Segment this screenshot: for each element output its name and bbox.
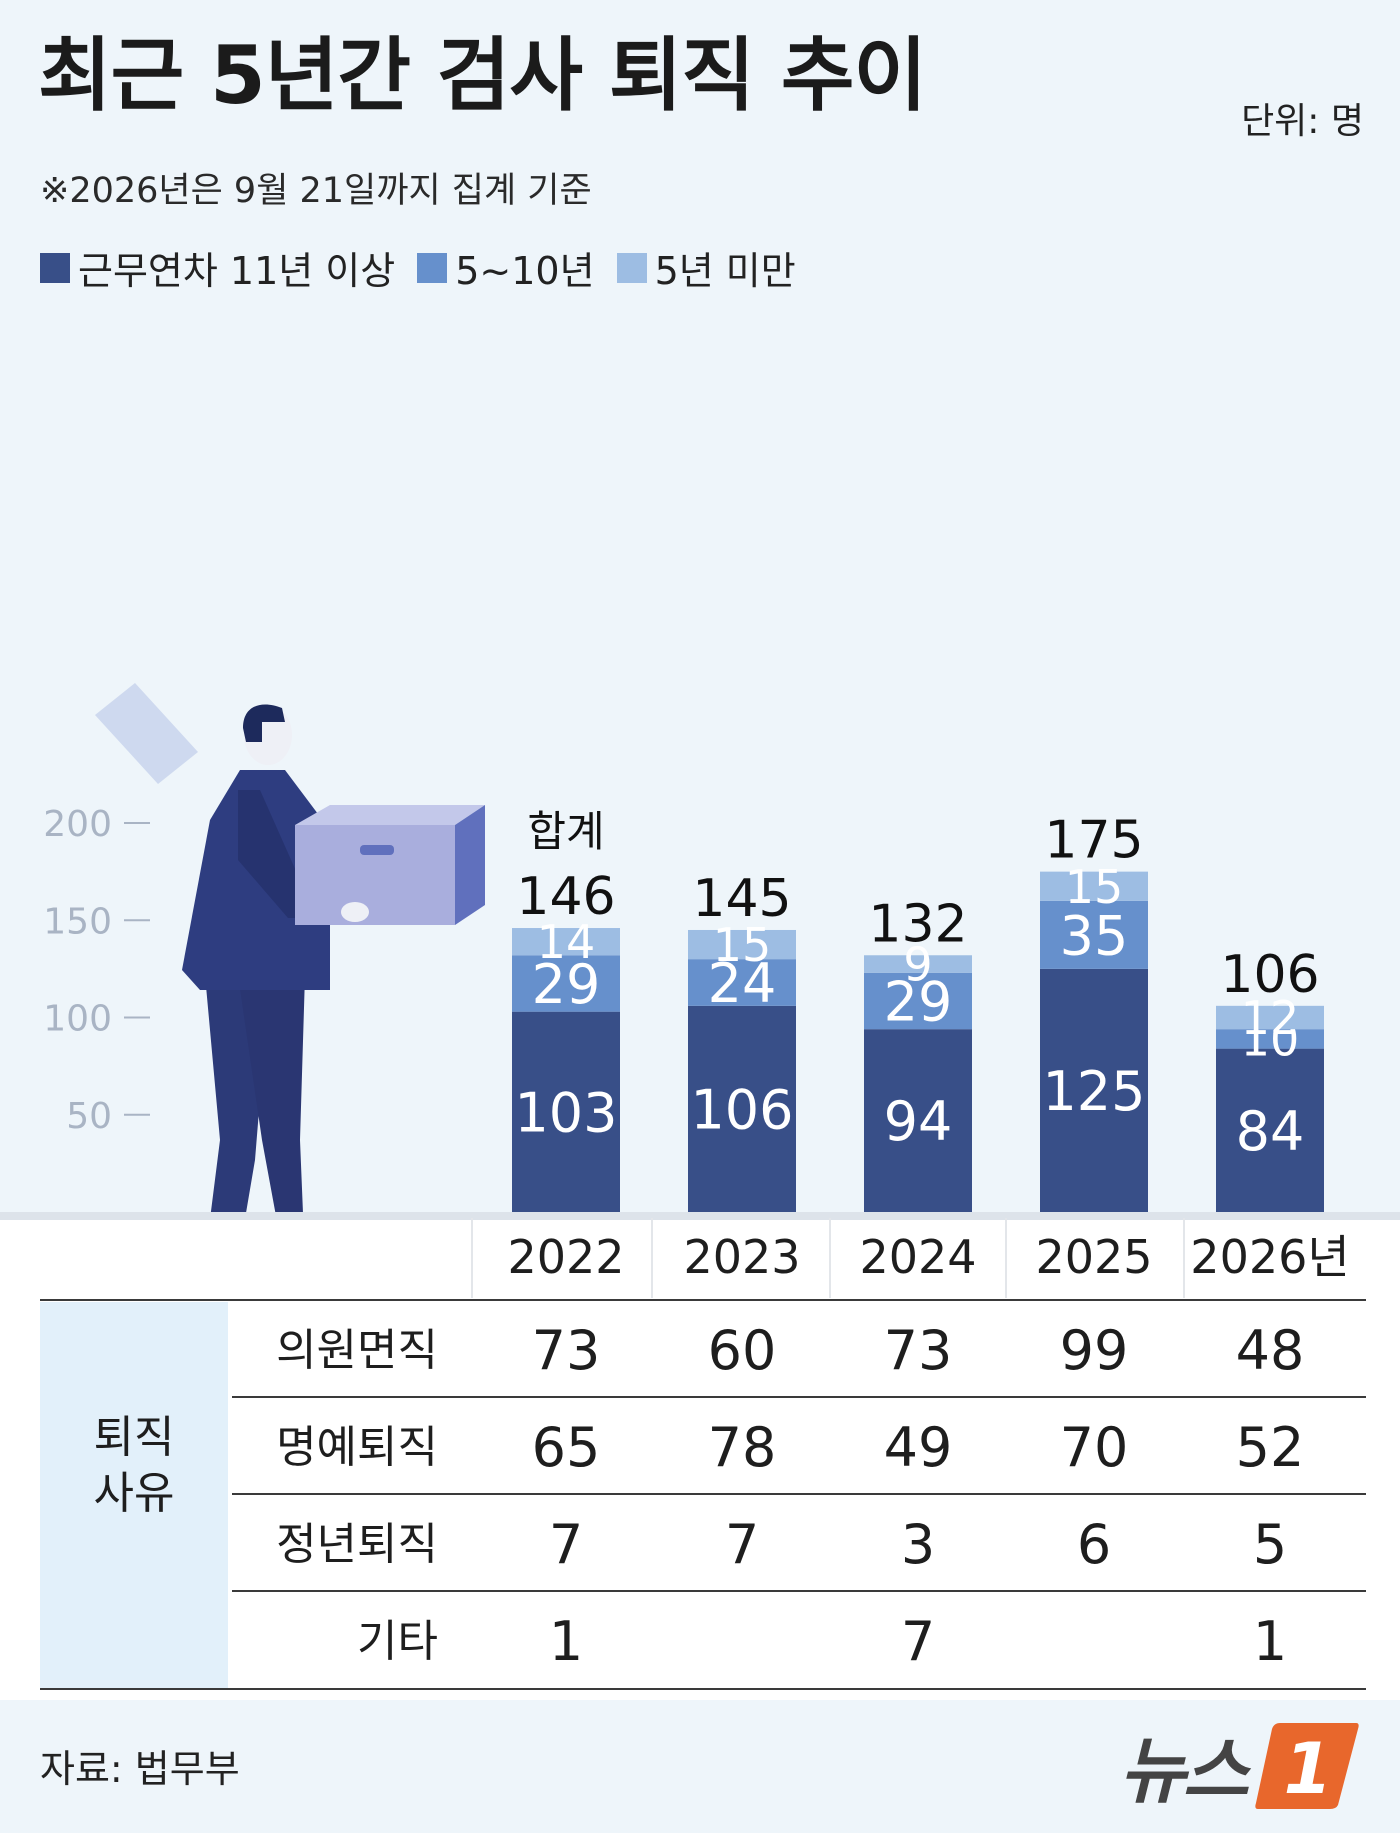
table-row-label: 의원면직 [276, 1325, 438, 1376]
table-cell-value: 6 [1077, 1513, 1111, 1576]
legend-swatch-senior [40, 252, 70, 283]
bar-segment [864, 955, 972, 973]
legend-swatch-junior [616, 252, 647, 283]
y-tick-label: 50 [66, 1096, 112, 1137]
table-row-label: 정년퇴직 [276, 1519, 438, 1570]
segment-value-label: 29 [532, 953, 601, 1016]
legend-label-mid: 5~10년 [455, 249, 595, 293]
table-cell-value: 78 [708, 1416, 777, 1479]
source-label: 자료: 법무부 [40, 1747, 240, 1791]
segment-value-label: 15 [1065, 860, 1124, 914]
segment-value-label: 84 [1236, 1100, 1305, 1163]
logo-mark-icon: 1 [1255, 1722, 1359, 1810]
total-value-label: 106 [1220, 945, 1319, 1005]
legend-label-junior: 5년 미만 [654, 249, 796, 293]
legend-item-senior: 근무연차 11년 이상 [40, 240, 395, 295]
legend-item-junior: 5년 미만 [616, 240, 796, 295]
logo-mark-text: 1 [1284, 1728, 1333, 1810]
table-cell-value: 49 [884, 1416, 953, 1479]
legend-label-senior: 근무연차 11년 이상 [78, 249, 396, 293]
segment-value-label: 106 [690, 1078, 793, 1141]
bar-segment [1040, 871, 1148, 901]
bar-segment [512, 928, 620, 956]
segment-value-label: 103 [514, 1081, 617, 1144]
table-cell-value: 73 [532, 1319, 601, 1382]
bar-segment [688, 929, 796, 960]
table-row-label: 명예퇴직 [276, 1422, 438, 1473]
table-cell-value: 7 [549, 1513, 583, 1576]
segment-value-label: 94 [884, 1090, 953, 1153]
bar-segment [688, 959, 796, 1006]
segment-value-label: 14 [537, 915, 596, 969]
legend: 근무연차 11년 이상 5~10년 5년 미만 [40, 240, 796, 295]
table-cell-value: 5 [1253, 1513, 1287, 1576]
y-tick-label: 200 [43, 804, 112, 845]
table-group-label: 퇴직 [94, 1412, 175, 1463]
bar-segment [1216, 1048, 1324, 1212]
footnote: ※2026년은 9월 21일까지 집계 기준 [40, 171, 592, 211]
year-header-label: 2023 [683, 1230, 800, 1284]
table-cell-value: 7 [725, 1513, 759, 1576]
chart-title: 최근 5년간 검사 퇴직 추이 [38, 29, 927, 122]
table-cell-value: 52 [1236, 1416, 1305, 1479]
bar-segment [688, 1005, 796, 1212]
legend-item-mid: 5~10년 [417, 240, 595, 295]
bar-segment [1040, 900, 1148, 969]
total-value-label: 175 [1044, 811, 1143, 871]
segment-value-label: 125 [1042, 1060, 1145, 1123]
table-cell-value: 48 [1236, 1319, 1305, 1382]
total-value-label: 132 [868, 894, 967, 954]
bar-segment [864, 1029, 972, 1212]
table-cell-value: 3 [901, 1513, 935, 1576]
segment-value-label: 12 [1241, 991, 1300, 1045]
y-tick-label: 100 [43, 999, 112, 1040]
total-heading-label: 합계 [527, 807, 604, 856]
y-tick-label: 150 [43, 901, 112, 942]
year-header-label: 2026년 [1190, 1230, 1349, 1284]
table-cell-value: 7 [901, 1610, 935, 1673]
year-header-label: 2022 [507, 1230, 624, 1284]
man-carrying-box-illustration [95, 683, 485, 1278]
table-cell-value: 99 [1060, 1319, 1129, 1382]
baseline-shadow [0, 1212, 1400, 1222]
bar-segment [1216, 1029, 1324, 1049]
bar-segment [512, 1011, 620, 1212]
news1-logo: 뉴스 1 [1120, 1712, 1362, 1817]
table-group-cell [40, 1302, 228, 1689]
table-cell-value: 1 [1253, 1610, 1287, 1673]
year-header-label: 2025 [1035, 1230, 1152, 1284]
unit-label: 단위: 명 [1241, 101, 1364, 142]
table-row-label: 기타 [357, 1616, 438, 1667]
total-value-label: 146 [516, 867, 615, 927]
table-cell-value: 73 [884, 1319, 953, 1382]
table-cell-value: 70 [1060, 1416, 1129, 1479]
segment-value-label: 29 [884, 970, 953, 1033]
y-axis: 50 100 150 200 [43, 804, 150, 1137]
segment-value-label: 15 [713, 918, 772, 972]
table-cell-value: 1 [549, 1610, 583, 1673]
logo-text: 뉴스 [1119, 1729, 1249, 1813]
segment-value-label: 9 [903, 938, 932, 992]
year-header-label: 2024 [859, 1230, 976, 1284]
bar-segment [864, 972, 972, 1030]
bar-segment [1216, 1005, 1324, 1030]
segment-value-label: 35 [1060, 904, 1129, 967]
segment-value-label: 24 [708, 952, 777, 1015]
total-value-label: 145 [692, 869, 791, 929]
table-cell-value: 60 [708, 1319, 777, 1382]
table-group-label: 사유 [94, 1468, 175, 1519]
table-cell-value: 65 [532, 1416, 601, 1479]
legend-swatch-mid [417, 252, 448, 283]
bar-segment [512, 955, 620, 1012]
bar-segment [1040, 968, 1148, 1212]
bars: 1032914146합계1062415145942991321253515175… [512, 807, 1324, 1212]
